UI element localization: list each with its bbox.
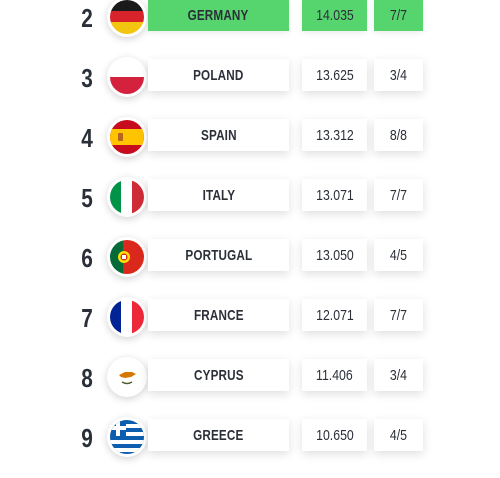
germany-flag-icon: [110, 0, 144, 34]
country-name: GREECE: [193, 426, 244, 444]
points-value: 14.035: [315, 6, 354, 24]
country-name-cell: PORTUGAL: [148, 239, 289, 271]
rank-number: 7: [81, 302, 93, 333]
record-cell: 3/4: [374, 59, 423, 91]
points-value: 13.625: [315, 66, 354, 84]
ranking-row-poland: 3 POLAND 13.625 3/4: [0, 48, 500, 108]
record-cell: 7/7: [374, 179, 423, 211]
points-value: 13.312: [315, 126, 354, 144]
country-name: GERMANY: [188, 6, 249, 24]
points-cell: 11.406: [302, 359, 367, 391]
country-name: POLAND: [193, 66, 244, 84]
record-value: 7/7: [389, 186, 408, 204]
points-cell: 10.650: [302, 419, 367, 451]
ranking-row-spain: 4 SPAIN 13.312 8/8: [0, 108, 500, 168]
record-value: 7/7: [389, 306, 408, 324]
spain-flag-icon: [110, 120, 144, 154]
country-name-cell: FRANCE: [148, 299, 289, 331]
record-cell: 7/7: [374, 0, 423, 31]
rank-number: 4: [81, 122, 93, 153]
ranking-row-greece: 9 GREECE 10.650 4/5: [0, 408, 500, 468]
record-value: 3/4: [389, 66, 408, 84]
rank-number: 8: [81, 362, 93, 393]
ranking-row-france: 7 FRANCE 12.071 7/7: [0, 288, 500, 348]
country-name-cell: GREECE: [148, 419, 289, 451]
points-cell: 13.050: [302, 239, 367, 271]
record-cell: 8/8: [374, 119, 423, 151]
cyprus-flag-icon: [110, 360, 144, 394]
country-name-cell: SPAIN: [148, 119, 289, 151]
italy-flag-icon: [110, 180, 144, 214]
country-name-cell: GERMANY: [148, 0, 289, 31]
record-cell: 4/5: [374, 239, 423, 271]
record-value: 4/5: [389, 246, 408, 264]
record-cell: 7/7: [374, 299, 423, 331]
portugal-flag-icon: [110, 240, 144, 274]
poland-flag-icon: [110, 60, 144, 94]
rank-number: 3: [81, 62, 93, 93]
greece-flag-icon: [110, 420, 144, 454]
points-value: 12.071: [315, 306, 354, 324]
rank-number: 9: [81, 422, 93, 453]
points-cell: 13.625: [302, 59, 367, 91]
country-name-cell: ITALY: [148, 179, 289, 211]
country-name: ITALY: [202, 186, 235, 204]
ranking-row-italy: 5 ITALY 13.071 7/7: [0, 168, 500, 228]
country-name: CYPRUS: [193, 366, 244, 384]
points-value: 11.406: [316, 366, 353, 384]
record-value: 3/4: [389, 366, 408, 384]
points-value: 13.071: [315, 186, 354, 204]
points-cell: 12.071: [302, 299, 367, 331]
record-cell: 3/4: [374, 359, 423, 391]
country-name: PORTUGAL: [185, 246, 252, 264]
france-flag-icon: [110, 300, 144, 334]
ranking-row-portugal: 6 PORTUGAL 13.050 4/5: [0, 228, 500, 288]
country-name-cell: CYPRUS: [148, 359, 289, 391]
country-name: FRANCE: [193, 306, 244, 324]
ranking-row-cyprus: 8 CYPRUS 11.406 3/4: [0, 348, 500, 408]
points-cell: 14.035: [302, 0, 367, 31]
points-value: 10.650: [315, 426, 354, 444]
ranking-row-germany: 2 GERMANY 14.035 7/7: [0, 0, 500, 48]
record-value: 8/8: [389, 126, 408, 144]
record-value: 7/7: [389, 6, 408, 24]
points-cell: 13.312: [302, 119, 367, 151]
country-name: SPAIN: [200, 126, 237, 144]
points-value: 13.050: [315, 246, 354, 264]
record-value: 4/5: [389, 426, 408, 444]
rank-number: 2: [81, 2, 93, 33]
country-name-cell: POLAND: [148, 59, 289, 91]
rank-number: 6: [81, 242, 93, 273]
points-cell: 13.071: [302, 179, 367, 211]
record-cell: 4/5: [374, 419, 423, 451]
rank-number: 5: [81, 182, 93, 213]
